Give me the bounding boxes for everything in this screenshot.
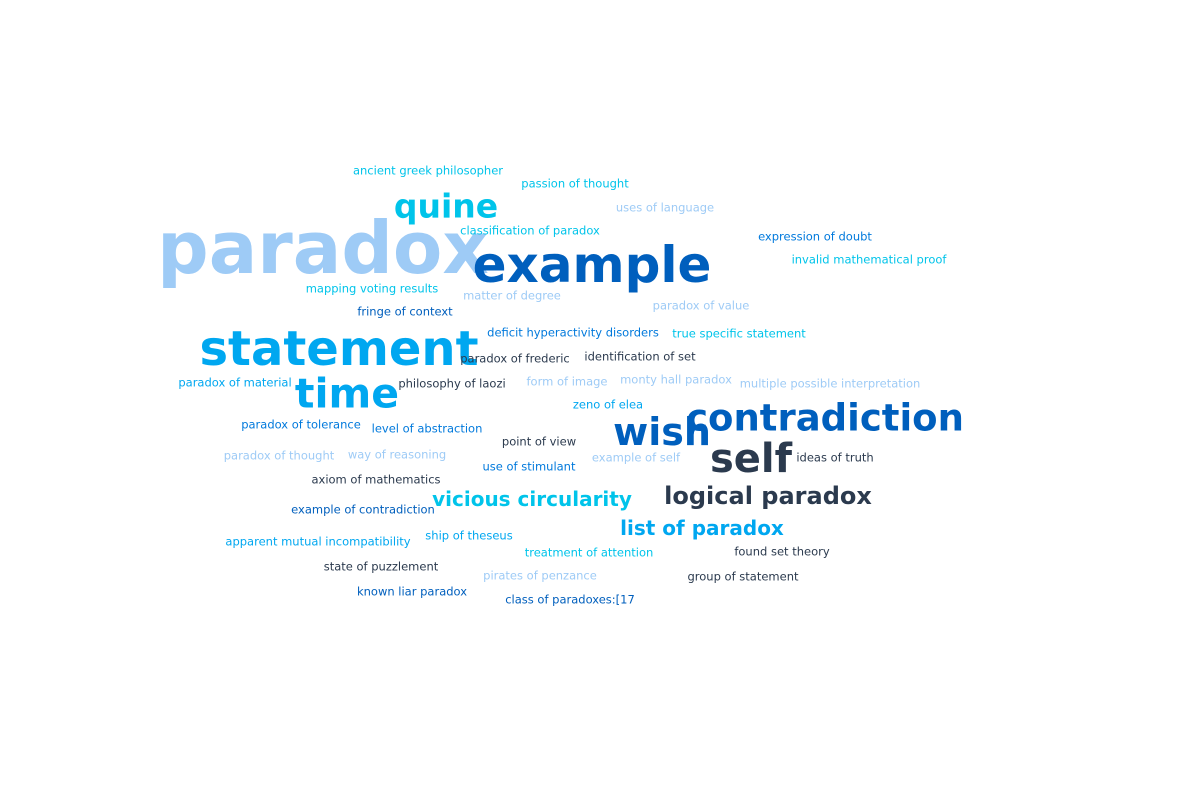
- word-vicious-circularity[interactable]: vicious circularity: [432, 487, 632, 511]
- word-logical-paradox[interactable]: logical paradox: [664, 482, 872, 510]
- word-ideas-of-truth[interactable]: ideas of truth: [796, 450, 874, 465]
- word-way-of-reasoning[interactable]: way of reasoning: [347, 447, 447, 462]
- word-statement[interactable]: statement: [199, 321, 479, 377]
- word-fringe-of-context[interactable]: fringe of context: [357, 304, 453, 319]
- word-paradox-of-material[interactable]: paradox of material: [178, 375, 292, 390]
- word-passion-of-thought[interactable]: passion of thought: [521, 176, 629, 191]
- word-monty-hall-paradox[interactable]: monty hall paradox: [620, 372, 732, 387]
- word-wish[interactable]: wish: [613, 410, 711, 454]
- word-paradox-of-thought[interactable]: paradox of thought: [223, 448, 335, 463]
- word-example-of-contradiction[interactable]: example of contradiction: [291, 502, 435, 517]
- word-classification-of-paradox[interactable]: classification of paradox: [460, 223, 600, 238]
- word-true-specific-statement[interactable]: true specific statement: [672, 326, 806, 341]
- word-philosophy-of-laozi[interactable]: philosophy of laozi: [398, 376, 506, 391]
- word-expression-of-doubt[interactable]: expression of doubt: [758, 229, 872, 244]
- word-identification-of-set[interactable]: identification of set: [584, 349, 696, 364]
- word-multiple-possible-interpretation[interactable]: multiple possible interpretation: [739, 376, 921, 391]
- word-axiom-of-mathematics[interactable]: axiom of mathematics: [311, 472, 441, 487]
- word-state-of-puzzlement[interactable]: state of puzzlement: [323, 559, 439, 574]
- word-time[interactable]: time: [294, 369, 400, 418]
- word-quine[interactable]: quine: [393, 186, 499, 226]
- word-known-liar-paradox[interactable]: known liar paradox: [356, 584, 468, 599]
- word-ancient-greek-philosopher[interactable]: ancient greek philosopher: [352, 163, 504, 178]
- word-example-of-self[interactable]: example of self: [591, 450, 681, 465]
- word-group-of-statement[interactable]: group of statement: [687, 569, 799, 584]
- word-invalid-mathematical-proof[interactable]: invalid mathematical proof: [791, 252, 947, 267]
- word-paradox-of-value[interactable]: paradox of value: [652, 298, 750, 313]
- word-use-of-stimulant[interactable]: use of stimulant: [482, 459, 576, 474]
- word-point-of-view[interactable]: point of view: [501, 434, 577, 449]
- word-level-of-abstraction[interactable]: level of abstraction: [371, 421, 483, 436]
- word-contradiction[interactable]: contradiction: [686, 396, 964, 440]
- word-matter-of-degree[interactable]: matter of degree: [463, 288, 561, 303]
- word-mapping-voting-results[interactable]: mapping voting results: [305, 281, 439, 296]
- word-paradox[interactable]: paradox: [157, 206, 489, 290]
- word-example[interactable]: example: [472, 236, 712, 294]
- word-found-set-theory[interactable]: found set theory: [734, 544, 830, 559]
- word-self[interactable]: self: [709, 436, 793, 482]
- word-ship-of-theseus[interactable]: ship of theseus: [425, 528, 513, 543]
- word-list-of-paradox[interactable]: list of paradox: [620, 516, 784, 540]
- word-paradox-of-frederic[interactable]: paradox of frederic: [460, 351, 570, 366]
- word-uses-of-language[interactable]: uses of language: [615, 200, 715, 215]
- word-form-of-image[interactable]: form of image: [526, 374, 608, 389]
- word-zeno-of-elea[interactable]: zeno of elea: [572, 397, 644, 412]
- word-apparent-mutual-incompatibility[interactable]: apparent mutual incompatibility: [225, 534, 411, 549]
- word-pirates-of-penzance[interactable]: pirates of penzance: [483, 568, 597, 583]
- word-paradox-of-tolerance[interactable]: paradox of tolerance: [241, 417, 361, 432]
- word-deficit-hyperactivity-disorders[interactable]: deficit hyperactivity disorders: [487, 325, 659, 340]
- word-class-of-paradoxes-17[interactable]: class of paradoxes:[17: [505, 592, 635, 607]
- word-treatment-of-attention[interactable]: treatment of attention: [524, 545, 654, 560]
